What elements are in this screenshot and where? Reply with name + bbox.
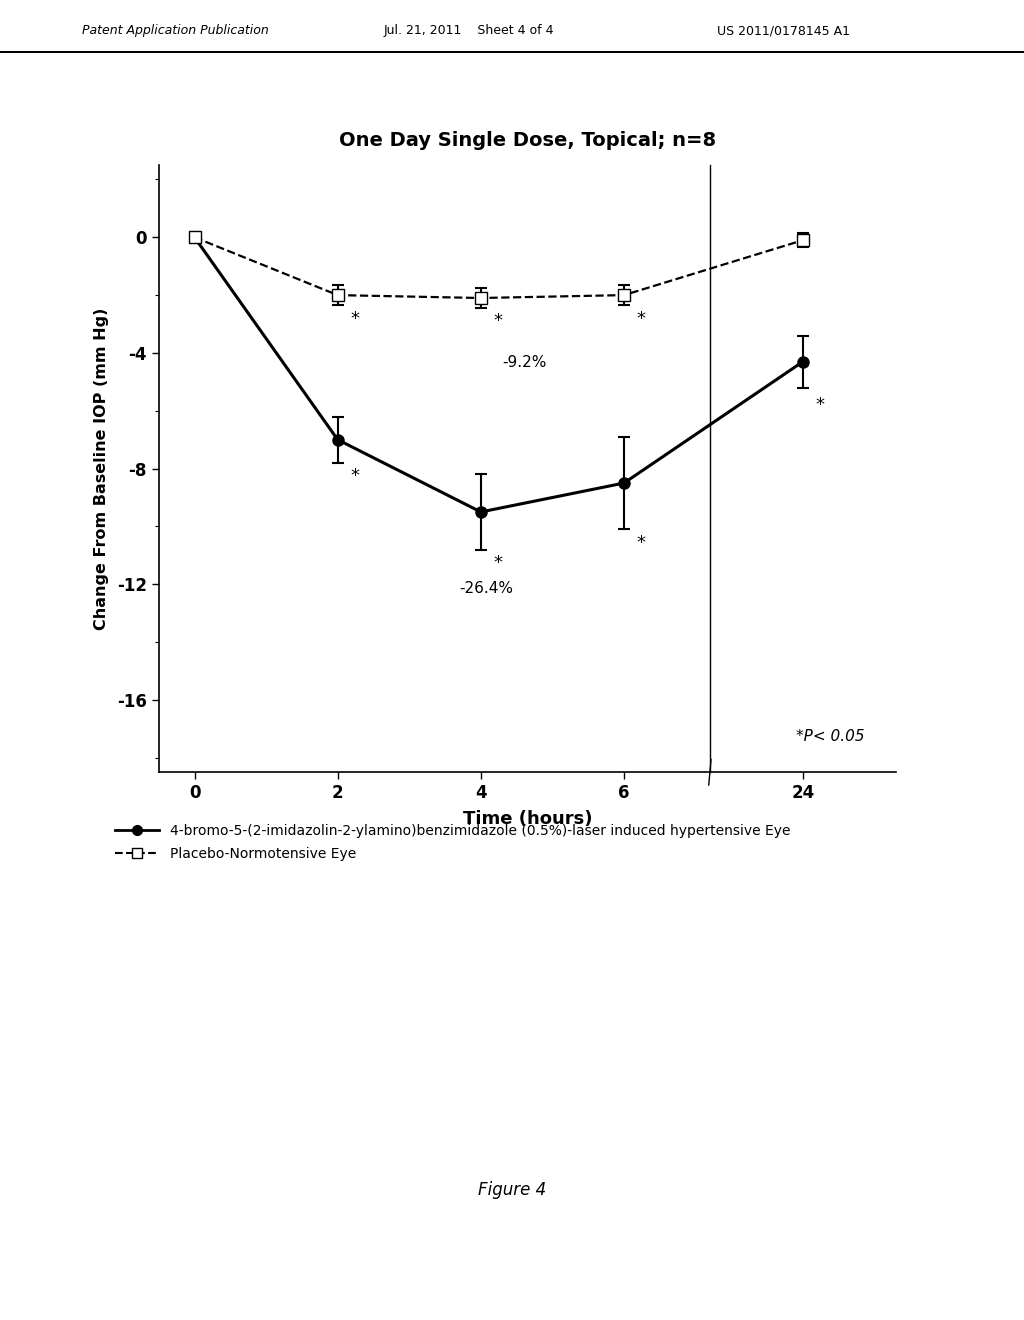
- Text: Jul. 21, 2011    Sheet 4 of 4: Jul. 21, 2011 Sheet 4 of 4: [384, 24, 555, 37]
- Text: *: *: [494, 554, 503, 572]
- Text: *: *: [816, 396, 824, 414]
- Text: *: *: [350, 310, 359, 327]
- Text: *: *: [637, 533, 646, 552]
- Text: -9.2%: -9.2%: [503, 355, 547, 371]
- Y-axis label: Change From Baseline IOP (mm Hg): Change From Baseline IOP (mm Hg): [93, 308, 109, 630]
- Text: *P< 0.05: *P< 0.05: [796, 729, 864, 744]
- Text: Figure 4: Figure 4: [478, 1180, 546, 1199]
- Text: *: *: [494, 313, 503, 330]
- Text: *: *: [637, 310, 646, 327]
- X-axis label: Time (hours): Time (hours): [463, 810, 592, 829]
- Text: *: *: [350, 467, 359, 486]
- Title: One Day Single Dose, Topical; n=8: One Day Single Dose, Topical; n=8: [339, 131, 716, 149]
- Text: Patent Application Publication: Patent Application Publication: [82, 24, 268, 37]
- Text: US 2011/0178145 A1: US 2011/0178145 A1: [717, 24, 850, 37]
- Text: -26.4%: -26.4%: [460, 581, 513, 595]
- Legend: 4-bromo-5-(2-imidazolin-2-ylamino)benzimidazole (0.5%)-laser induced hypertensiv: 4-bromo-5-(2-imidazolin-2-ylamino)benzim…: [110, 818, 797, 866]
